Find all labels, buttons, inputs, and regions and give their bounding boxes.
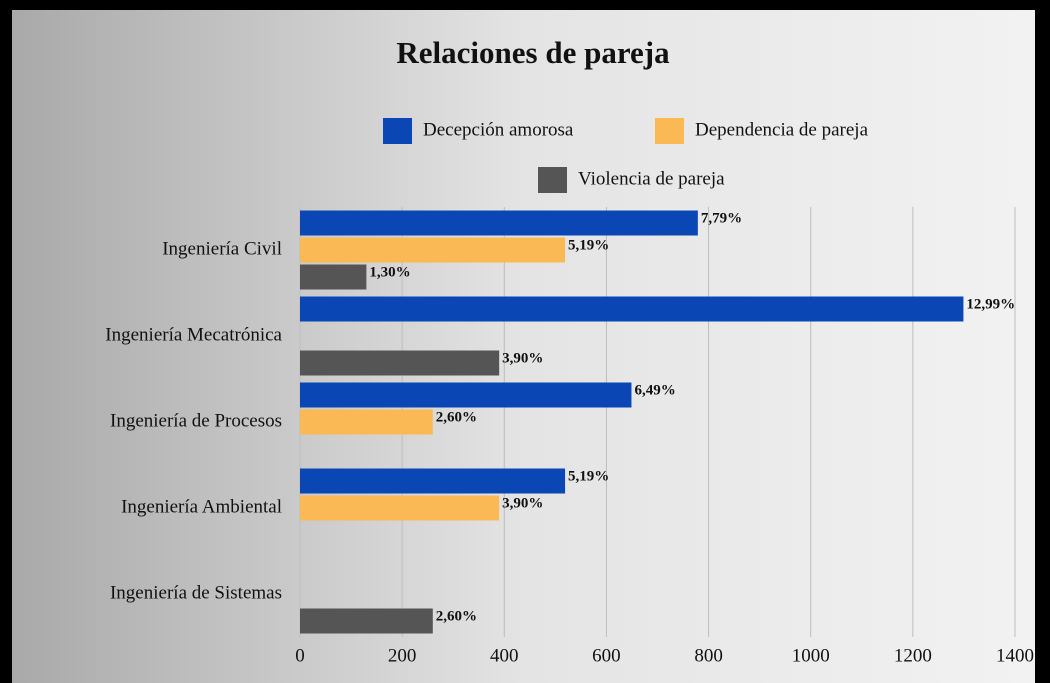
legend-label: Dependencia de pareja xyxy=(695,119,869,140)
x-tick-label: 800 xyxy=(694,645,723,666)
legend-label: Violencia de pareja xyxy=(578,168,725,189)
x-tick-label: 600 xyxy=(592,645,621,666)
y-tick-label: Ingeniería Ambiental xyxy=(121,496,282,517)
bar xyxy=(300,495,500,521)
bar xyxy=(300,296,964,322)
bar xyxy=(300,382,632,408)
data-label: 6,49% xyxy=(634,382,675,398)
legend-swatch xyxy=(655,118,684,144)
bar xyxy=(300,237,566,263)
legend-swatch xyxy=(538,167,567,193)
x-tick-label: 1000 xyxy=(792,645,830,666)
data-label: 12,99% xyxy=(966,296,1015,312)
legend-label: Decepción amorosa xyxy=(423,119,574,140)
x-tick-label: 400 xyxy=(490,645,519,666)
y-tick-label: Ingeniería Civil xyxy=(162,238,282,259)
x-tick-label: 0 xyxy=(295,645,305,666)
data-label: 2,60% xyxy=(436,608,477,624)
data-label: 3,90% xyxy=(502,495,543,511)
x-tick-label: 1400 xyxy=(996,645,1034,666)
bar xyxy=(300,468,566,494)
background xyxy=(12,10,1035,683)
data-label: 5,19% xyxy=(568,237,609,253)
legend-swatch xyxy=(383,118,412,144)
data-label: 7,79% xyxy=(701,210,742,226)
y-tick-label: Ingeniería de Sistemas xyxy=(110,582,282,603)
data-label: 3,90% xyxy=(502,350,543,366)
bar xyxy=(300,409,433,435)
x-tick-label: 200 xyxy=(388,645,417,666)
y-tick-label: Ingeniería Mecatrónica xyxy=(105,324,282,345)
data-label: 2,60% xyxy=(436,409,477,425)
data-label: 5,19% xyxy=(568,468,609,484)
bar xyxy=(300,210,698,236)
data-label: 1,30% xyxy=(369,264,410,280)
x-tick-label: 1200 xyxy=(894,645,932,666)
chart-title: Relaciones de pareja xyxy=(396,35,670,70)
bar xyxy=(300,608,433,634)
y-tick-label: Ingeniería de Procesos xyxy=(110,410,282,431)
bar xyxy=(300,264,367,290)
bar xyxy=(300,350,500,376)
